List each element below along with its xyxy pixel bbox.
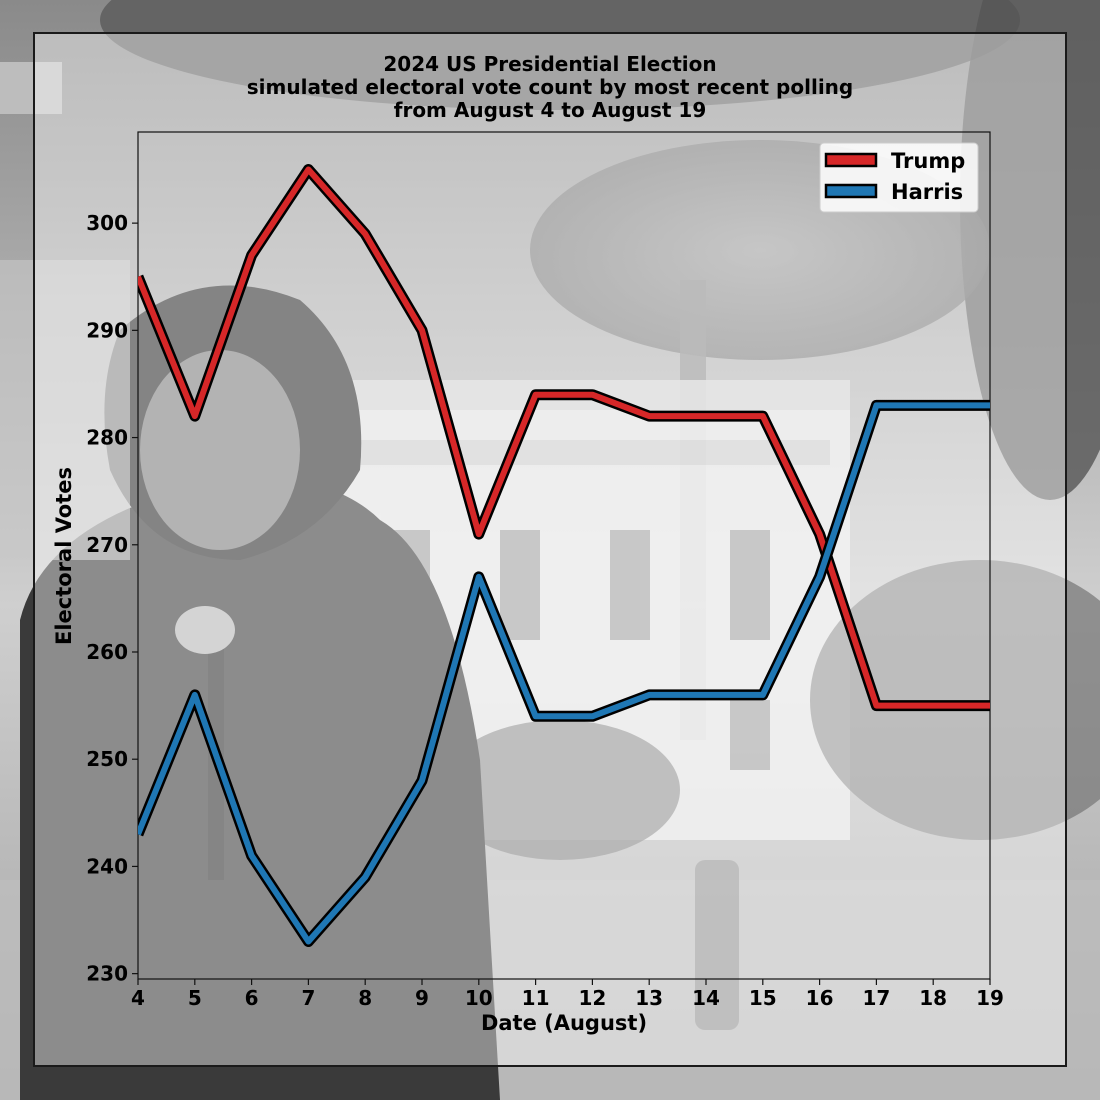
x-tick-label: 6 — [245, 986, 259, 1010]
x-tick-label: 19 — [976, 986, 1004, 1010]
series-line-trump — [138, 166, 990, 709]
x-tick-label: 8 — [358, 986, 372, 1010]
legend-label-trump: Trump — [891, 149, 965, 173]
y-tick-label: 270 — [86, 533, 128, 557]
title-line-2: simulated electoral vote count by most r… — [247, 75, 853, 99]
chart-title: 2024 US Presidential Election simulated … — [247, 52, 853, 122]
series-line-harris — [138, 402, 990, 945]
x-tick-label: 15 — [749, 986, 777, 1010]
y-axis-ticks: 230 240 250 260 270 280 290 300 — [86, 211, 138, 986]
x-tick-label: 16 — [806, 986, 834, 1010]
y-axis-label: Electoral Votes — [52, 467, 76, 645]
y-tick-label: 230 — [86, 962, 128, 986]
x-tick-label: 13 — [635, 986, 663, 1010]
legend-label-harris: Harris — [891, 180, 963, 204]
legend-swatch-harris — [824, 183, 878, 199]
x-tick-label: 4 — [131, 986, 145, 1010]
y-tick-label: 240 — [86, 854, 128, 878]
plot-area — [137, 131, 991, 980]
x-tick-label: 5 — [188, 986, 202, 1010]
y-tick-label: 260 — [86, 640, 128, 664]
x-tick-label: 17 — [862, 986, 890, 1010]
y-tick-label: 280 — [86, 426, 128, 450]
legend-swatch-trump — [824, 152, 878, 168]
legend: Trump Harris — [819, 142, 979, 213]
x-tick-label: 10 — [465, 986, 493, 1010]
x-axis-ticks: 4 5 6 7 8 9 10 11 12 13 14 15 16 17 18 19 — [131, 979, 1004, 1010]
x-tick-label: 12 — [578, 986, 606, 1010]
y-tick-label: 250 — [86, 747, 128, 771]
legend-items: Trump Harris — [824, 149, 965, 204]
x-axis-label: Date (August) — [481, 1011, 647, 1035]
flag-illustration — [0, 62, 62, 114]
x-tick-label: 11 — [522, 986, 550, 1010]
x-tick-label: 7 — [301, 986, 315, 1010]
title-line-1: 2024 US Presidential Election — [383, 52, 716, 76]
y-tick-label: 300 — [86, 211, 128, 235]
series-layer — [138, 164, 990, 947]
x-tick-label: 9 — [415, 986, 429, 1010]
x-tick-label: 18 — [919, 986, 947, 1010]
y-tick-label: 290 — [86, 318, 128, 342]
title-line-3: from August 4 to August 19 — [394, 98, 706, 122]
x-tick-label: 14 — [692, 986, 720, 1010]
